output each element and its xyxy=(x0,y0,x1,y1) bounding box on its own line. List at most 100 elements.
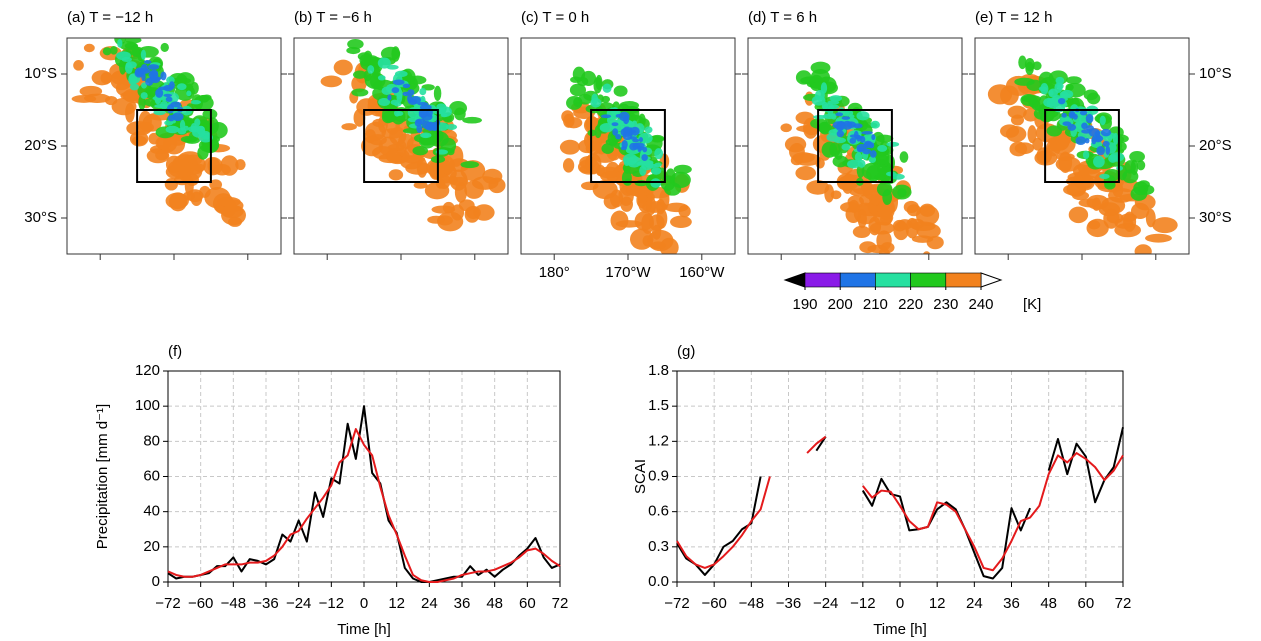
cloud-blob xyxy=(171,112,184,122)
cloud-blob xyxy=(405,161,432,175)
cloud-blob xyxy=(1085,113,1094,124)
x-tick-label: −60 xyxy=(701,595,726,612)
color-segment xyxy=(945,272,982,288)
cloud-blob xyxy=(1075,136,1087,145)
x-tick-label: 160°W xyxy=(679,264,725,281)
cloud-blob xyxy=(333,59,353,76)
x-tick-label: −24 xyxy=(813,595,838,612)
cloud-blob xyxy=(227,216,242,227)
cloud-blob xyxy=(611,122,619,127)
cloud-blob xyxy=(1060,93,1072,98)
cloud-blob xyxy=(396,91,403,104)
cloud-blob xyxy=(473,204,495,221)
cloud-blob xyxy=(147,64,160,70)
colorbar-tick-label: 220 xyxy=(898,296,923,313)
cloud-blob xyxy=(1136,160,1146,171)
cloud-blob xyxy=(899,151,909,163)
cloud-blob xyxy=(433,85,442,101)
cloud-blob xyxy=(818,121,832,135)
cloud-blob xyxy=(462,116,482,124)
cloud-blob xyxy=(673,164,692,174)
cloud-blob xyxy=(407,89,415,96)
cloud-blob xyxy=(664,182,682,196)
cloud-blob xyxy=(1032,137,1044,151)
extend-low xyxy=(783,272,806,288)
cloud-blob xyxy=(155,88,164,98)
cloud-blob xyxy=(637,146,644,151)
x-tick-label: −72 xyxy=(155,595,180,612)
y-tick-label: 40 xyxy=(143,503,160,520)
panel-label: (g) xyxy=(677,343,695,360)
cloud-blob xyxy=(634,180,649,187)
cloud-blob xyxy=(392,79,405,86)
cloud-blob xyxy=(836,175,859,191)
cloud-blob xyxy=(1130,202,1150,220)
cloud-blob xyxy=(1114,218,1134,229)
cloud-blob xyxy=(570,76,582,83)
cloud-blob xyxy=(1057,97,1066,105)
cloud-blob xyxy=(641,213,654,234)
cloud-blob xyxy=(449,169,468,191)
cloud-blob xyxy=(437,173,451,190)
cloud-blob xyxy=(577,159,600,175)
y-tick-label: 10°S xyxy=(1199,65,1232,82)
cloud-blob xyxy=(1137,180,1150,189)
cloud-blob xyxy=(789,143,805,161)
cloud-blob xyxy=(391,87,400,94)
cloud-blob xyxy=(140,92,148,100)
cloud-blob xyxy=(665,168,676,184)
cloud-blob xyxy=(1082,150,1090,160)
cloud-blob xyxy=(387,94,392,101)
cloud-blob xyxy=(841,143,851,151)
cloud-blob xyxy=(578,139,597,154)
cloud-blob xyxy=(412,145,429,156)
cloud-blob xyxy=(446,124,458,131)
color-segment xyxy=(875,272,911,288)
cloud-blob xyxy=(916,223,941,239)
cloud-blob xyxy=(857,209,867,229)
y-tick-label: 0.9 xyxy=(648,467,669,484)
y-tick-label: 100 xyxy=(135,397,160,414)
cloud-blob xyxy=(837,121,845,130)
cloud-blob xyxy=(440,113,448,118)
cloud-blob xyxy=(124,62,133,74)
x-tick-label: −48 xyxy=(739,595,764,612)
cloud-blob xyxy=(1099,115,1106,126)
cloud-blob xyxy=(1055,156,1081,172)
cloud-blob xyxy=(856,134,861,142)
target-box xyxy=(817,109,893,183)
cloud-blob xyxy=(622,126,632,135)
cloud-blob xyxy=(795,166,817,181)
x-tick-label: 0 xyxy=(896,595,904,612)
cloud-blob xyxy=(160,71,167,81)
x-tick-label: −60 xyxy=(188,595,213,612)
cloud-blob xyxy=(1066,182,1087,197)
cloud-blob xyxy=(1059,116,1072,121)
cloud-blob xyxy=(626,156,642,168)
x-tick-label: −36 xyxy=(776,595,801,612)
cloud-blob xyxy=(849,137,857,144)
cloud-blob xyxy=(367,65,375,74)
cloud-blob xyxy=(73,60,84,71)
cloud-blob xyxy=(618,111,630,122)
cloud-blob xyxy=(854,152,863,163)
cloud-blob xyxy=(601,143,614,154)
cloud-blob xyxy=(822,103,835,113)
cloud-blob xyxy=(847,159,860,169)
cloud-blob xyxy=(1066,76,1082,85)
x-tick-label: 48 xyxy=(486,595,503,612)
cloud-blob xyxy=(562,158,575,173)
cloud-blob xyxy=(182,191,195,201)
series-line xyxy=(676,427,1124,580)
colorbar-tick-label: 240 xyxy=(968,296,993,313)
cloud-blob xyxy=(352,70,367,79)
cloud-blob xyxy=(130,45,140,57)
cloud-blob xyxy=(148,71,159,79)
cloud-blob xyxy=(593,77,603,94)
cloud-blob xyxy=(353,108,366,127)
cloud-blob xyxy=(1099,173,1110,179)
cloud-blob xyxy=(1086,218,1109,238)
plot-frame xyxy=(167,370,561,583)
cloud-blob xyxy=(1005,125,1027,143)
